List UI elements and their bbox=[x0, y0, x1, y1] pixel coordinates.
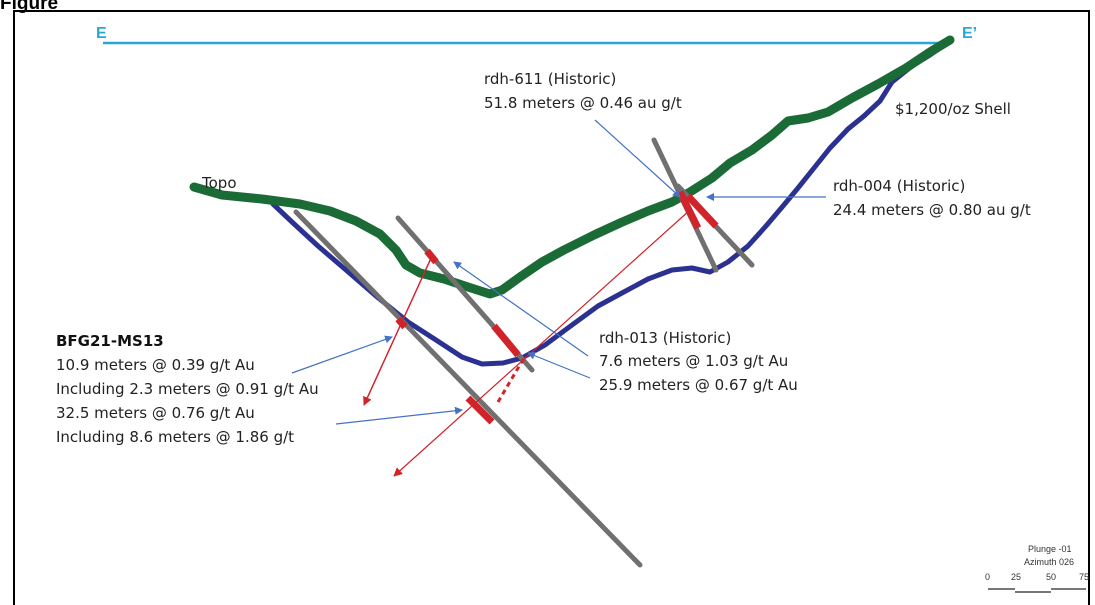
section-end-label: E’ bbox=[962, 25, 977, 42]
bfg-line-1: 10.9 meters @ 0.39 g/t Au bbox=[56, 356, 255, 374]
leader-rdh-013-2 bbox=[527, 351, 591, 379]
bfg-line-2: Including 2.3 meters @ 0.91 g/t Au bbox=[56, 380, 319, 398]
scale-tick-75: 75 bbox=[1079, 572, 1089, 582]
drill-trace-bfg21-ms13 bbox=[293, 209, 643, 568]
topo-line bbox=[189, 35, 955, 299]
intercept-rdh-611 bbox=[676, 190, 702, 230]
rdh-004-result: 24.4 meters @ 0.80 au g/t bbox=[833, 201, 1031, 219]
rdh-013-result-1: 7.6 meters @ 1.03 g/t Au bbox=[599, 352, 788, 370]
rdh-013-title: rdh-013 (Historic) bbox=[599, 329, 731, 347]
intercept-rdh-013 bbox=[491, 323, 521, 358]
scale-tick-0: 0 bbox=[985, 572, 990, 582]
scale-bar bbox=[988, 588, 1086, 593]
projection-arrow-upper bbox=[363, 255, 433, 406]
scale-tick-25: 25 bbox=[1011, 572, 1021, 582]
scale-tick-50: 50 bbox=[1046, 572, 1056, 582]
leader-bfg-2 bbox=[335, 406, 463, 425]
bfg-line-3: 32.5 meters @ 0.76 g/t Au bbox=[56, 404, 255, 422]
rdh-013-result-2: 25.9 meters @ 0.67 g/t Au bbox=[599, 376, 798, 394]
shell-outline bbox=[270, 41, 949, 367]
leader-bfg-1 bbox=[291, 335, 393, 374]
rdh-611-result: 51.8 meters @ 0.46 au g/t bbox=[484, 94, 682, 112]
leader-rdh-013-1 bbox=[453, 261, 589, 357]
bfg-title: BFG21-MS13 bbox=[56, 332, 164, 350]
rdh-611-title: rdh-611 (Historic) bbox=[484, 70, 616, 88]
figure-frame bbox=[13, 10, 1090, 605]
shell-label: $1,200/oz Shell bbox=[895, 100, 1011, 118]
intercept-rdh-004 bbox=[685, 193, 719, 229]
azimuth-label: Azimuth 026 bbox=[1024, 557, 1074, 567]
leader-rdh-611 bbox=[594, 119, 681, 198]
plunge-label: Plunge -01 bbox=[1028, 544, 1072, 554]
topo-label: Topo bbox=[201, 174, 237, 192]
intercept-bfg-b bbox=[465, 395, 495, 425]
bfg-line-4: Including 8.6 meters @ 1.86 g/t bbox=[56, 428, 294, 446]
rdh-004-title: rdh-004 (Historic) bbox=[833, 177, 965, 195]
section-start-label: E bbox=[96, 25, 107, 42]
projection-arrow-lower bbox=[393, 209, 691, 477]
